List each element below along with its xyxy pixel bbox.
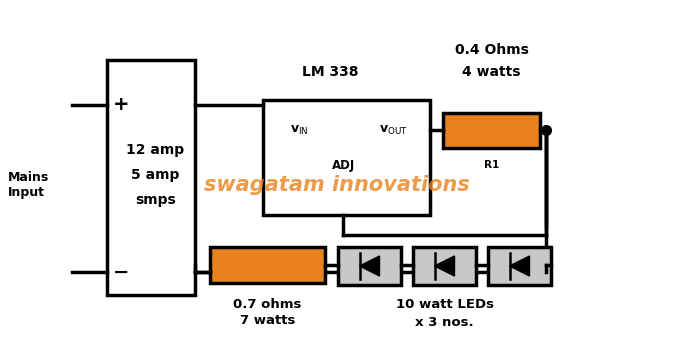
Text: swagatam innovations: swagatam innovations [204,175,470,195]
Text: x 3 nos.: x 3 nos. [415,316,474,328]
Text: +: + [113,96,129,115]
Bar [107,60,195,295]
Text: R1: R1 [484,160,499,170]
Text: Mains
Input: Mains Input [8,171,49,199]
Bar [338,247,401,285]
Text: 7 watts: 7 watts [240,313,295,327]
Text: LM 338: LM 338 [302,65,358,79]
Bar [413,247,476,285]
Text: smps: smps [135,193,176,207]
Text: −: − [113,262,129,282]
Text: 0.4 Ohms: 0.4 Ohms [454,43,528,57]
Text: v$_{\mathsf{OUT}}$: v$_{\mathsf{OUT}}$ [379,124,408,136]
Text: 10 watt LEDs: 10 watt LEDs [396,298,493,312]
Text: ADJ: ADJ [332,159,355,171]
Bar [210,247,325,283]
Text: 5 amp: 5 amp [131,168,180,182]
Text: 4 watts: 4 watts [462,65,521,79]
Bar [488,247,551,285]
Text: 0.7 ohms: 0.7 ohms [234,298,302,312]
Polygon shape [359,256,380,276]
Text: v$_{\mathsf{IN}}$: v$_{\mathsf{IN}}$ [291,124,309,136]
Text: 12 amp: 12 amp [127,143,184,157]
Polygon shape [509,256,530,276]
Bar [443,113,540,148]
Polygon shape [435,256,454,276]
Bar [263,100,430,215]
